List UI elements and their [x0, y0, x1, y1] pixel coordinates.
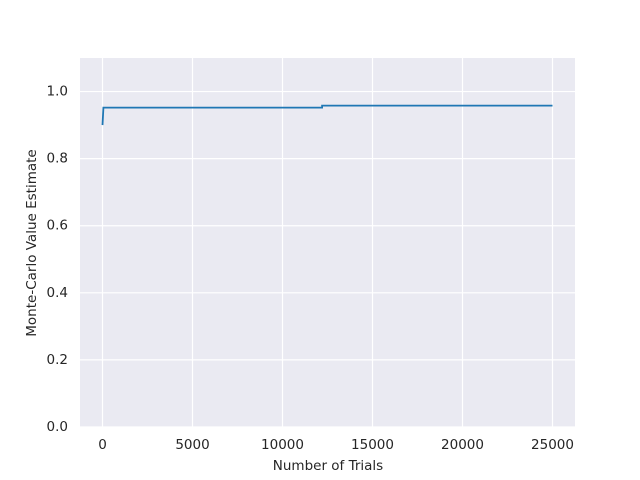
- x-axis-label: Number of Trials: [273, 458, 383, 474]
- y-tick-label: 1.0: [47, 84, 68, 100]
- plot-area: [80, 58, 575, 427]
- x-tick-label: 5000: [175, 437, 209, 453]
- y-tick-label: 0.6: [47, 218, 68, 234]
- x-tick-label: 25000: [531, 437, 574, 453]
- y-tick-label: 0.0: [47, 419, 68, 435]
- y-tick-label: 0.8: [47, 151, 68, 167]
- x-tick-label: 0: [98, 437, 107, 453]
- x-tick-label: 20000: [441, 437, 484, 453]
- y-tick-label: 0.4: [47, 285, 68, 301]
- y-axis-label: Monte-Carlo Value Estimate: [24, 149, 40, 336]
- line: [101, 104, 553, 126]
- x-tick-label: 15000: [351, 437, 394, 453]
- x-tick-label: 10000: [261, 437, 304, 453]
- y-tick-label: 0.2: [47, 352, 68, 368]
